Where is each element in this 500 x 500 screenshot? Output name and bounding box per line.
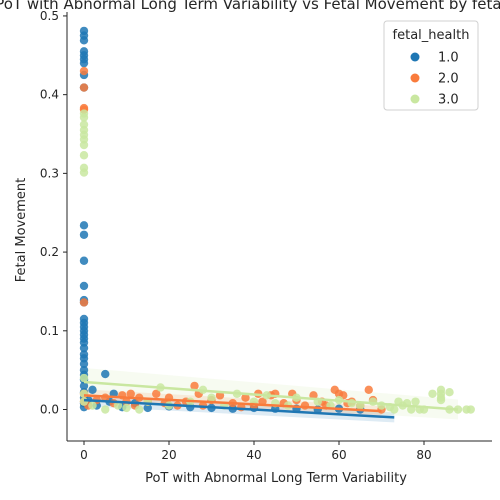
regression-line-2 xyxy=(83,394,382,413)
data-point xyxy=(79,230,89,239)
data-point xyxy=(300,401,310,410)
y-tick-label: 0.5 xyxy=(40,9,59,23)
axes: 0 20 40 60 80 0.0 0.1 0.2 0.3 0.4 0.5 xyxy=(40,9,492,462)
plot-area xyxy=(79,26,475,423)
data-point xyxy=(101,369,110,379)
data-point xyxy=(79,359,89,369)
legend-box xyxy=(383,20,479,111)
data-point xyxy=(190,381,199,391)
x-tick-label: 0 xyxy=(80,448,88,462)
data-point xyxy=(309,391,318,400)
regression-line-3 xyxy=(83,380,459,411)
y-tick-label: 0.1 xyxy=(40,324,59,338)
legend-marker xyxy=(410,52,420,62)
regression-line-1 xyxy=(83,398,395,419)
data-point xyxy=(79,373,89,383)
chart-title: PoT with Abnormal Long Term Variability … xyxy=(0,0,500,14)
data-point xyxy=(113,401,123,410)
data-point xyxy=(445,387,454,397)
data-point xyxy=(79,58,89,68)
data-point xyxy=(411,397,420,406)
data-point xyxy=(79,343,89,353)
y-tick-label: 0.3 xyxy=(40,166,59,180)
legend-title: fetal_health xyxy=(393,28,470,43)
y-tick-label: 0.0 xyxy=(40,403,59,417)
legend-entry: 1.0 xyxy=(438,51,459,66)
data-point xyxy=(152,389,161,398)
legend: fetal_health 1.0 2.0 3.0 xyxy=(383,20,479,111)
data-point xyxy=(79,66,89,76)
data-point xyxy=(428,389,437,398)
data-point xyxy=(390,405,399,414)
data-point xyxy=(126,389,135,398)
x-axis-label: PoT with Abnormal Long Term Variability xyxy=(145,471,407,486)
x-tick-label: 60 xyxy=(331,448,346,462)
y-tick-label: 0.4 xyxy=(40,88,59,102)
legend-marker xyxy=(410,94,420,104)
data-point xyxy=(88,385,97,395)
data-point xyxy=(79,140,89,150)
data-point xyxy=(207,393,216,402)
data-point xyxy=(143,403,152,413)
data-point xyxy=(135,405,144,414)
x-tick-label: 40 xyxy=(246,448,261,462)
data-point xyxy=(79,381,89,391)
data-point xyxy=(79,168,89,177)
data-point xyxy=(79,83,89,92)
data-point xyxy=(364,385,373,395)
plot-clip-group xyxy=(79,26,475,423)
data-point xyxy=(466,405,475,414)
legend-marker xyxy=(410,73,420,83)
data-point xyxy=(101,405,110,414)
x-tick-label: 20 xyxy=(161,448,176,462)
y-axis-label: Fetal Movement xyxy=(14,178,29,282)
data-point xyxy=(88,401,97,410)
data-point xyxy=(79,397,89,406)
data-point xyxy=(79,36,89,45)
data-point xyxy=(79,221,89,230)
data-point xyxy=(436,395,446,405)
x-tick-label: 80 xyxy=(416,448,431,462)
legend-entry: 2.0 xyxy=(438,72,459,87)
data-point xyxy=(79,256,89,265)
data-point xyxy=(79,113,89,122)
legend-entry: 3.0 xyxy=(438,93,459,108)
data-point xyxy=(79,151,89,160)
data-point xyxy=(241,393,250,402)
y-tick-label: 0.2 xyxy=(40,245,59,259)
data-point xyxy=(79,281,89,291)
data-point xyxy=(79,298,89,307)
data-point xyxy=(122,403,131,413)
